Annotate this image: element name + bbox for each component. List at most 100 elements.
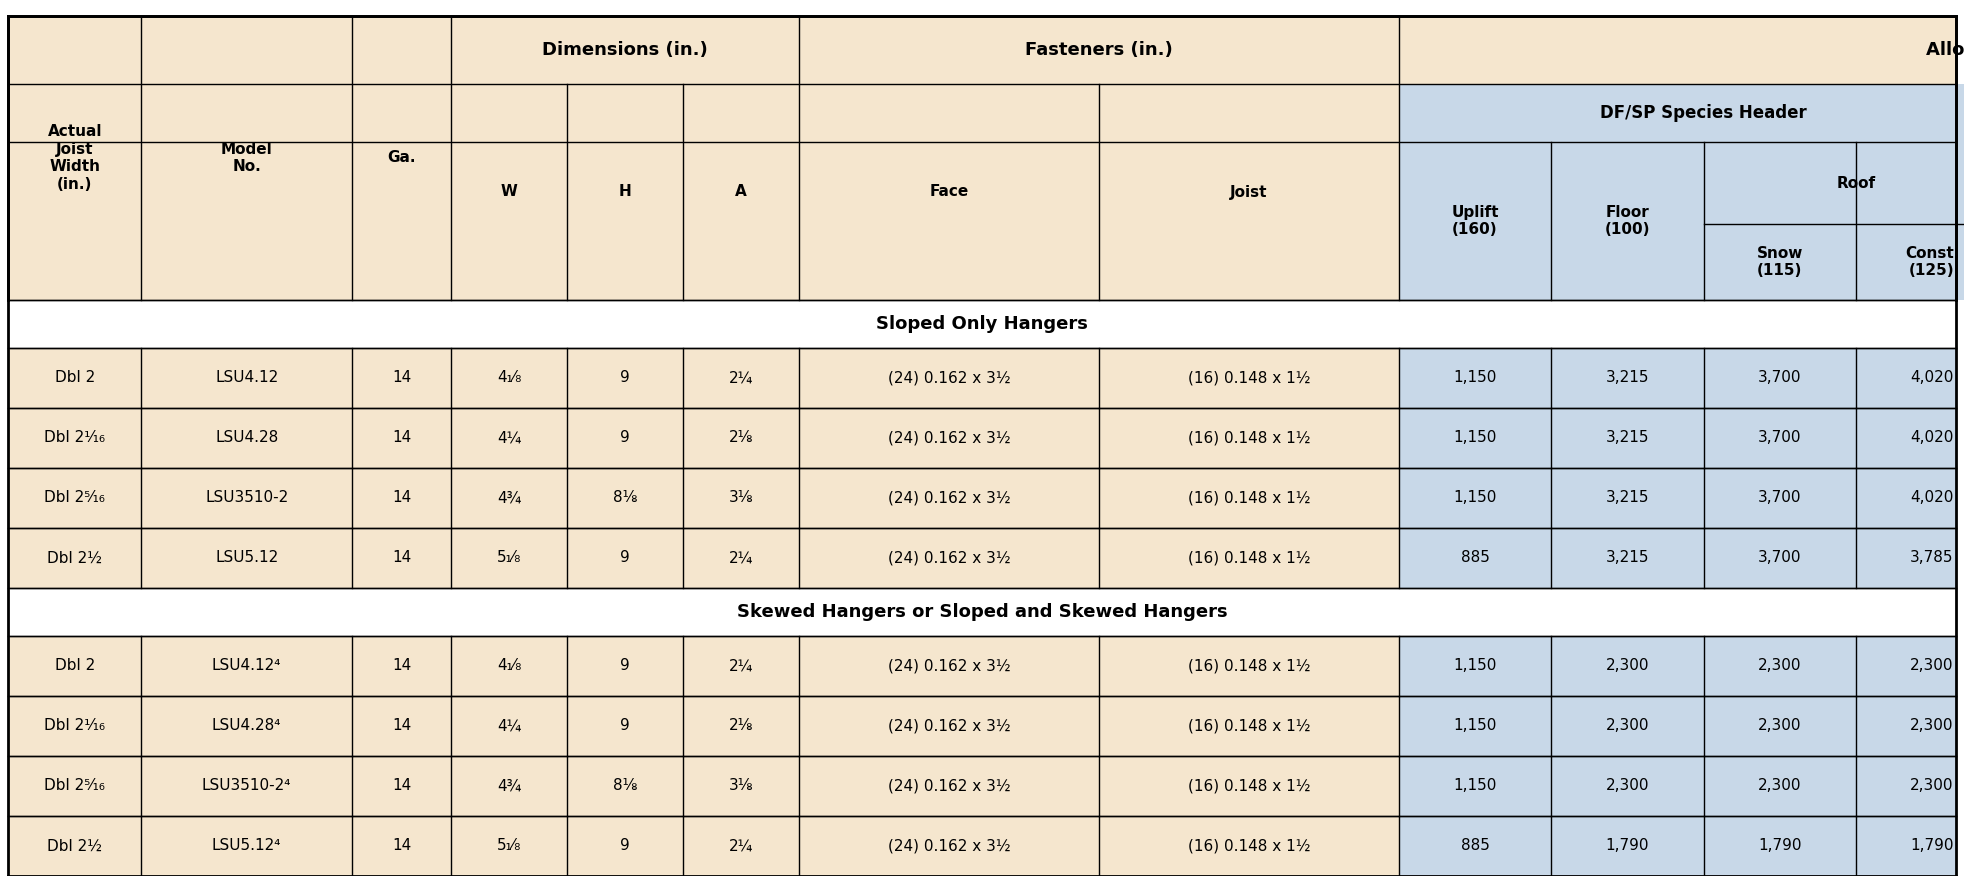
Text: 2,300: 2,300 xyxy=(1911,718,1954,733)
Text: 1,150: 1,150 xyxy=(1453,718,1497,733)
Bar xyxy=(1398,348,1956,408)
Text: 4¾: 4¾ xyxy=(497,491,520,505)
Text: (16) 0.148 x 1½: (16) 0.148 x 1½ xyxy=(1188,430,1310,446)
Text: Skewed Hangers or Sloped and Skewed Hangers: Skewed Hangers or Sloped and Skewed Hang… xyxy=(736,603,1228,621)
Bar xyxy=(8,816,1398,876)
Bar xyxy=(8,756,1398,816)
Text: 1,790: 1,790 xyxy=(1758,838,1801,853)
Text: 8⅛: 8⅛ xyxy=(613,779,636,794)
Text: 9: 9 xyxy=(621,838,630,853)
Text: 5₁⁄₈: 5₁⁄₈ xyxy=(497,550,520,566)
Text: 14: 14 xyxy=(393,371,410,385)
Bar xyxy=(8,636,1398,696)
Text: 9: 9 xyxy=(621,430,630,446)
Text: (24) 0.162 x 3½: (24) 0.162 x 3½ xyxy=(888,838,1009,853)
Text: 1,790: 1,790 xyxy=(1607,838,1650,853)
Text: 3,215: 3,215 xyxy=(1607,430,1650,446)
Bar xyxy=(1398,468,1956,528)
Text: LSU5.12: LSU5.12 xyxy=(214,550,279,566)
Text: 1,150: 1,150 xyxy=(1453,430,1497,446)
Text: H: H xyxy=(619,185,630,200)
Text: 4₁⁄₈: 4₁⁄₈ xyxy=(497,371,520,385)
Bar xyxy=(1398,84,1964,300)
Text: Dbl 2⁵⁄₁₆: Dbl 2⁵⁄₁₆ xyxy=(45,491,106,505)
Text: 14: 14 xyxy=(393,659,410,674)
Text: 2¼: 2¼ xyxy=(729,838,752,853)
Text: 1,790: 1,790 xyxy=(1911,838,1954,853)
Text: 3,785: 3,785 xyxy=(1911,550,1954,566)
Bar xyxy=(8,408,1398,468)
Text: 3,215: 3,215 xyxy=(1607,371,1650,385)
Bar xyxy=(1398,816,1956,876)
Text: DF/SP Species Header: DF/SP Species Header xyxy=(1601,104,1807,122)
Text: 2,300: 2,300 xyxy=(1607,718,1650,733)
Text: LSU4.28⁴: LSU4.28⁴ xyxy=(212,718,281,733)
Text: 2,300: 2,300 xyxy=(1758,779,1801,794)
Bar xyxy=(8,588,1956,636)
Text: 4,020: 4,020 xyxy=(1911,430,1954,446)
Bar xyxy=(1398,528,1956,588)
Text: 1,150: 1,150 xyxy=(1453,371,1497,385)
Text: (16) 0.148 x 1½: (16) 0.148 x 1½ xyxy=(1188,371,1310,385)
Text: (16) 0.148 x 1½: (16) 0.148 x 1½ xyxy=(1188,838,1310,853)
Text: 14: 14 xyxy=(393,430,410,446)
Text: Allowable Loads: Allowable Loads xyxy=(1927,41,1964,59)
Text: (16) 0.148 x 1½: (16) 0.148 x 1½ xyxy=(1188,779,1310,794)
Text: 4₁⁄₈: 4₁⁄₈ xyxy=(497,659,520,674)
Text: 1,150: 1,150 xyxy=(1453,659,1497,674)
Text: 2,300: 2,300 xyxy=(1911,659,1954,674)
Text: Fasteners (in.): Fasteners (in.) xyxy=(1025,41,1173,59)
Text: Uplift
(160): Uplift (160) xyxy=(1451,205,1499,237)
Text: (24) 0.162 x 3½: (24) 0.162 x 3½ xyxy=(888,659,1009,674)
Text: Dbl 2½: Dbl 2½ xyxy=(47,550,102,566)
Text: (16) 0.148 x 1½: (16) 0.148 x 1½ xyxy=(1188,550,1310,566)
Text: 14: 14 xyxy=(393,718,410,733)
Text: LSU4.28: LSU4.28 xyxy=(214,430,279,446)
Text: 14: 14 xyxy=(393,491,410,505)
Text: Roof: Roof xyxy=(1836,175,1876,190)
Text: (24) 0.162 x 3½: (24) 0.162 x 3½ xyxy=(888,550,1009,566)
Bar xyxy=(1398,636,1956,696)
Text: Const.
(125): Const. (125) xyxy=(1905,246,1960,279)
Text: 9: 9 xyxy=(621,659,630,674)
Text: W: W xyxy=(501,185,518,200)
Text: 3⅛: 3⅛ xyxy=(729,779,752,794)
Text: (24) 0.162 x 3½: (24) 0.162 x 3½ xyxy=(888,491,1009,505)
Text: LSU4.12: LSU4.12 xyxy=(214,371,279,385)
Text: 2¼: 2¼ xyxy=(729,371,752,385)
Text: 14: 14 xyxy=(393,550,410,566)
Text: 885: 885 xyxy=(1461,550,1489,566)
Text: 9: 9 xyxy=(621,718,630,733)
Text: 3,700: 3,700 xyxy=(1758,371,1801,385)
Text: Dbl 2½: Dbl 2½ xyxy=(47,838,102,853)
Text: 9: 9 xyxy=(621,371,630,385)
Text: (16) 0.148 x 1½: (16) 0.148 x 1½ xyxy=(1188,491,1310,505)
Text: 4,020: 4,020 xyxy=(1911,371,1954,385)
Text: Snow
(115): Snow (115) xyxy=(1756,246,1803,279)
Text: (16) 0.148 x 1½: (16) 0.148 x 1½ xyxy=(1188,659,1310,674)
Text: 4¼: 4¼ xyxy=(497,430,520,446)
Text: 3,215: 3,215 xyxy=(1607,491,1650,505)
Text: Dbl 2¹⁄₁₆: Dbl 2¹⁄₁₆ xyxy=(45,718,106,733)
Text: 8⅛: 8⅛ xyxy=(613,491,636,505)
Text: Dbl 2¹⁄₁₆: Dbl 2¹⁄₁₆ xyxy=(45,430,106,446)
Text: Sloped Only Hangers: Sloped Only Hangers xyxy=(876,315,1088,333)
Text: Actual
Joist
Width
(in.): Actual Joist Width (in.) xyxy=(47,124,102,192)
Text: Dbl 2: Dbl 2 xyxy=(55,371,94,385)
Text: 1,150: 1,150 xyxy=(1453,491,1497,505)
Text: 14: 14 xyxy=(393,779,410,794)
Text: A: A xyxy=(735,185,746,200)
Text: 4¼: 4¼ xyxy=(497,718,520,733)
Text: Model
No.: Model No. xyxy=(220,142,273,174)
Bar xyxy=(1398,408,1956,468)
Text: 4¾: 4¾ xyxy=(497,779,520,794)
Bar xyxy=(8,528,1398,588)
Text: Dimensions (in.): Dimensions (in.) xyxy=(542,41,707,59)
Text: 3⅛: 3⅛ xyxy=(729,491,752,505)
Text: LSU3510-2⁴: LSU3510-2⁴ xyxy=(202,779,291,794)
Bar xyxy=(8,468,1398,528)
Text: 2,300: 2,300 xyxy=(1758,718,1801,733)
Text: 4,020: 4,020 xyxy=(1911,491,1954,505)
Text: 2,300: 2,300 xyxy=(1607,659,1650,674)
Text: Ga.: Ga. xyxy=(387,151,416,166)
